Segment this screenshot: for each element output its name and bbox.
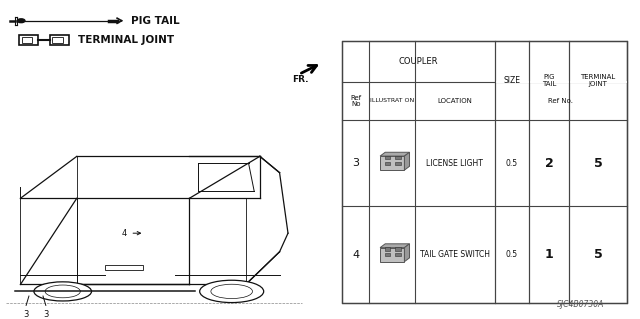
Bar [22,37,32,43]
Polygon shape [404,244,410,262]
Bar [385,253,390,256]
Ellipse shape [45,285,81,298]
Polygon shape [380,244,410,248]
Bar [396,253,401,256]
Text: 4: 4 [122,229,127,238]
Text: 5: 5 [594,248,602,261]
Text: LICENSE LIGHT: LICENSE LIGHT [426,159,483,167]
Text: SIZE: SIZE [503,76,520,85]
Bar [380,248,404,262]
Text: ILLUSTRAT ON: ILLUSTRAT ON [370,99,414,103]
Bar [52,37,63,43]
Bar [385,162,390,165]
Ellipse shape [34,282,92,301]
Bar [380,156,404,170]
Text: 3: 3 [353,158,360,168]
Text: 1: 1 [545,248,553,261]
Text: PIG
TAIL: PIG TAIL [541,74,556,87]
Bar [342,41,627,303]
Bar [396,156,401,159]
Bar [495,81,628,83]
Text: 3: 3 [24,310,29,319]
Ellipse shape [200,280,264,302]
Text: COUPLER: COUPLER [399,57,438,66]
Bar [396,248,401,251]
Text: TAIL GATE SWITCH: TAIL GATE SWITCH [420,250,490,259]
Text: 0.5: 0.5 [506,250,518,259]
Text: LOCATION: LOCATION [438,98,472,104]
Text: 3: 3 [43,310,49,319]
Polygon shape [404,152,410,170]
Text: TERMINAL JOINT: TERMINAL JOINT [78,35,174,45]
Text: TERMINAL
JOINT: TERMINAL JOINT [580,74,616,87]
Text: 4: 4 [353,250,360,260]
Bar [396,162,401,165]
Text: SJC4B0730A: SJC4B0730A [557,300,605,309]
Ellipse shape [211,284,253,299]
Text: FR.: FR. [292,75,309,84]
Text: Ref
No: Ref No [350,95,362,107]
Text: Ref No.: Ref No. [548,98,573,104]
Text: PIG TAIL: PIG TAIL [131,16,180,26]
Text: 2: 2 [545,157,553,170]
Bar [19,35,38,45]
Text: 5: 5 [594,157,602,170]
Circle shape [17,19,25,23]
Bar [385,156,390,159]
Polygon shape [380,152,410,156]
Bar [50,35,69,45]
Text: 0.5: 0.5 [506,159,518,167]
Bar [105,265,143,271]
Bar [385,248,390,251]
